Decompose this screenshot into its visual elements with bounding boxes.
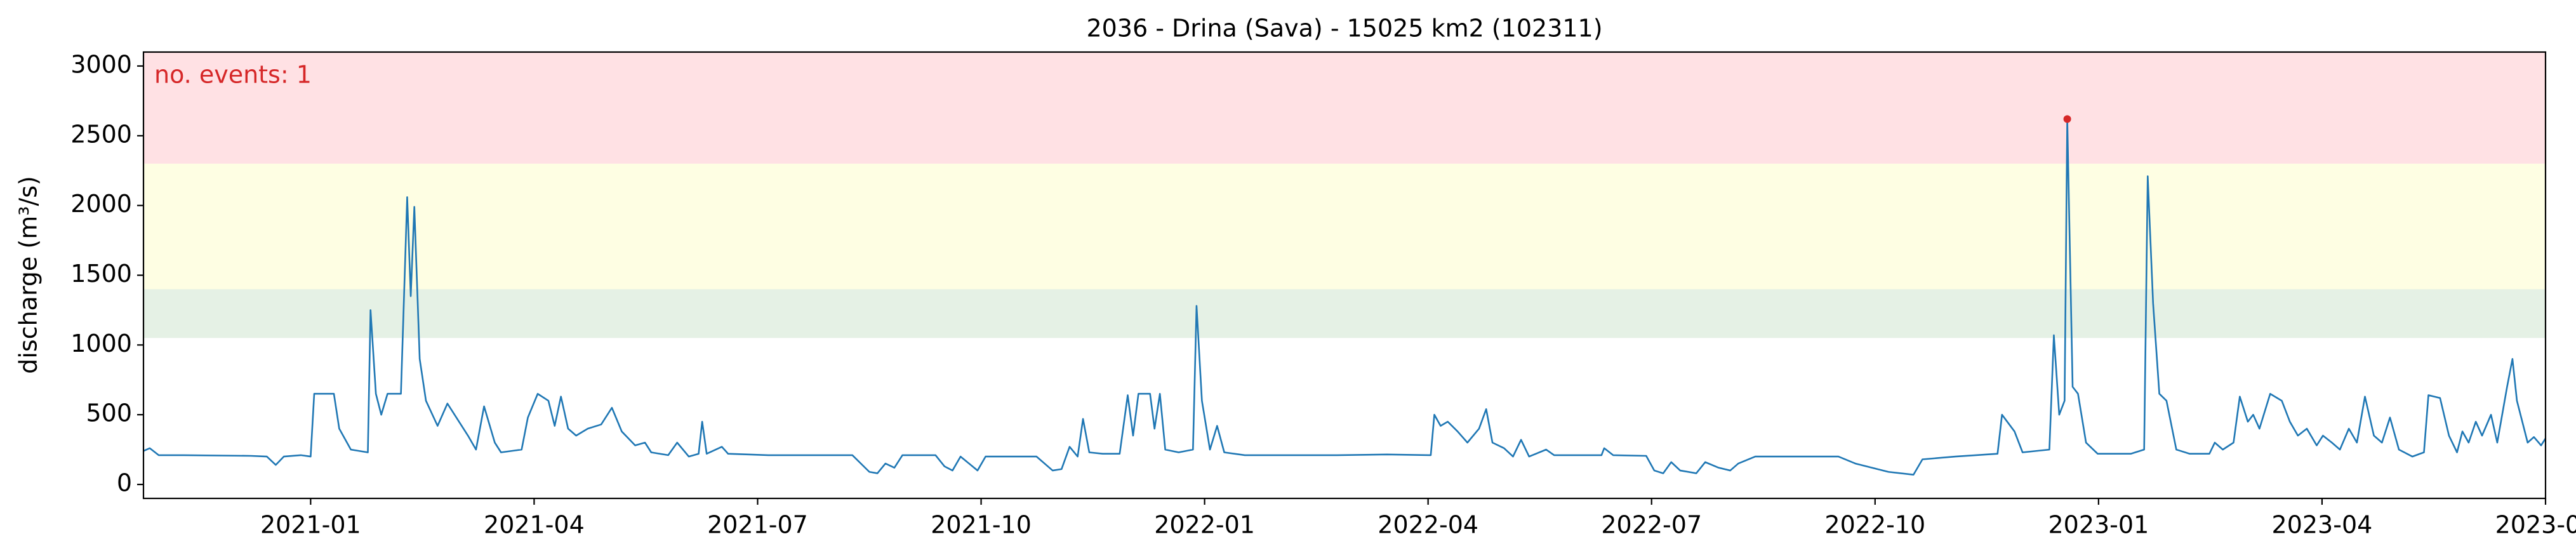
y-tick-label: 2000 (70, 190, 132, 218)
x-tick-label: 2023-07 (2495, 511, 2576, 539)
x-tick-label: 2021-04 (484, 511, 585, 539)
y-tick-label: 3000 (70, 50, 132, 78)
x-tick-label: 2022-07 (1601, 511, 1702, 539)
x-tick-label: 2022-04 (1378, 511, 1478, 539)
annotation: no. events: 1 (154, 61, 312, 89)
y-tick-label: 1000 (70, 330, 132, 357)
y-tick-label: 2500 (70, 120, 132, 148)
chart-title: 2036 - Drina (Sava) - 15025 km2 (102311) (1086, 15, 1602, 43)
y-tick-label: 1500 (70, 260, 132, 288)
threshold-band (143, 163, 2546, 290)
x-tick-label: 2023-04 (2272, 511, 2373, 539)
threshold-band (143, 52, 2546, 164)
plot-frame (142, 51, 2547, 500)
event-point (2063, 115, 2071, 123)
y-tick-label: 0 (117, 469, 132, 497)
discharge-line (143, 118, 2547, 476)
x-tick-label: 2021-10 (931, 511, 1032, 539)
y-axis-label: discharge (m³/s) (15, 176, 43, 374)
threshold-band (143, 289, 2546, 338)
x-tick-label: 2022-01 (1154, 511, 1255, 539)
x-tick-label: 2022-10 (1824, 511, 1925, 539)
y-tick-label: 500 (86, 399, 132, 427)
x-tick-label: 2023-01 (2048, 511, 2149, 539)
x-tick-label: 2021-01 (260, 511, 361, 539)
x-tick-label: 2021-07 (707, 511, 808, 539)
